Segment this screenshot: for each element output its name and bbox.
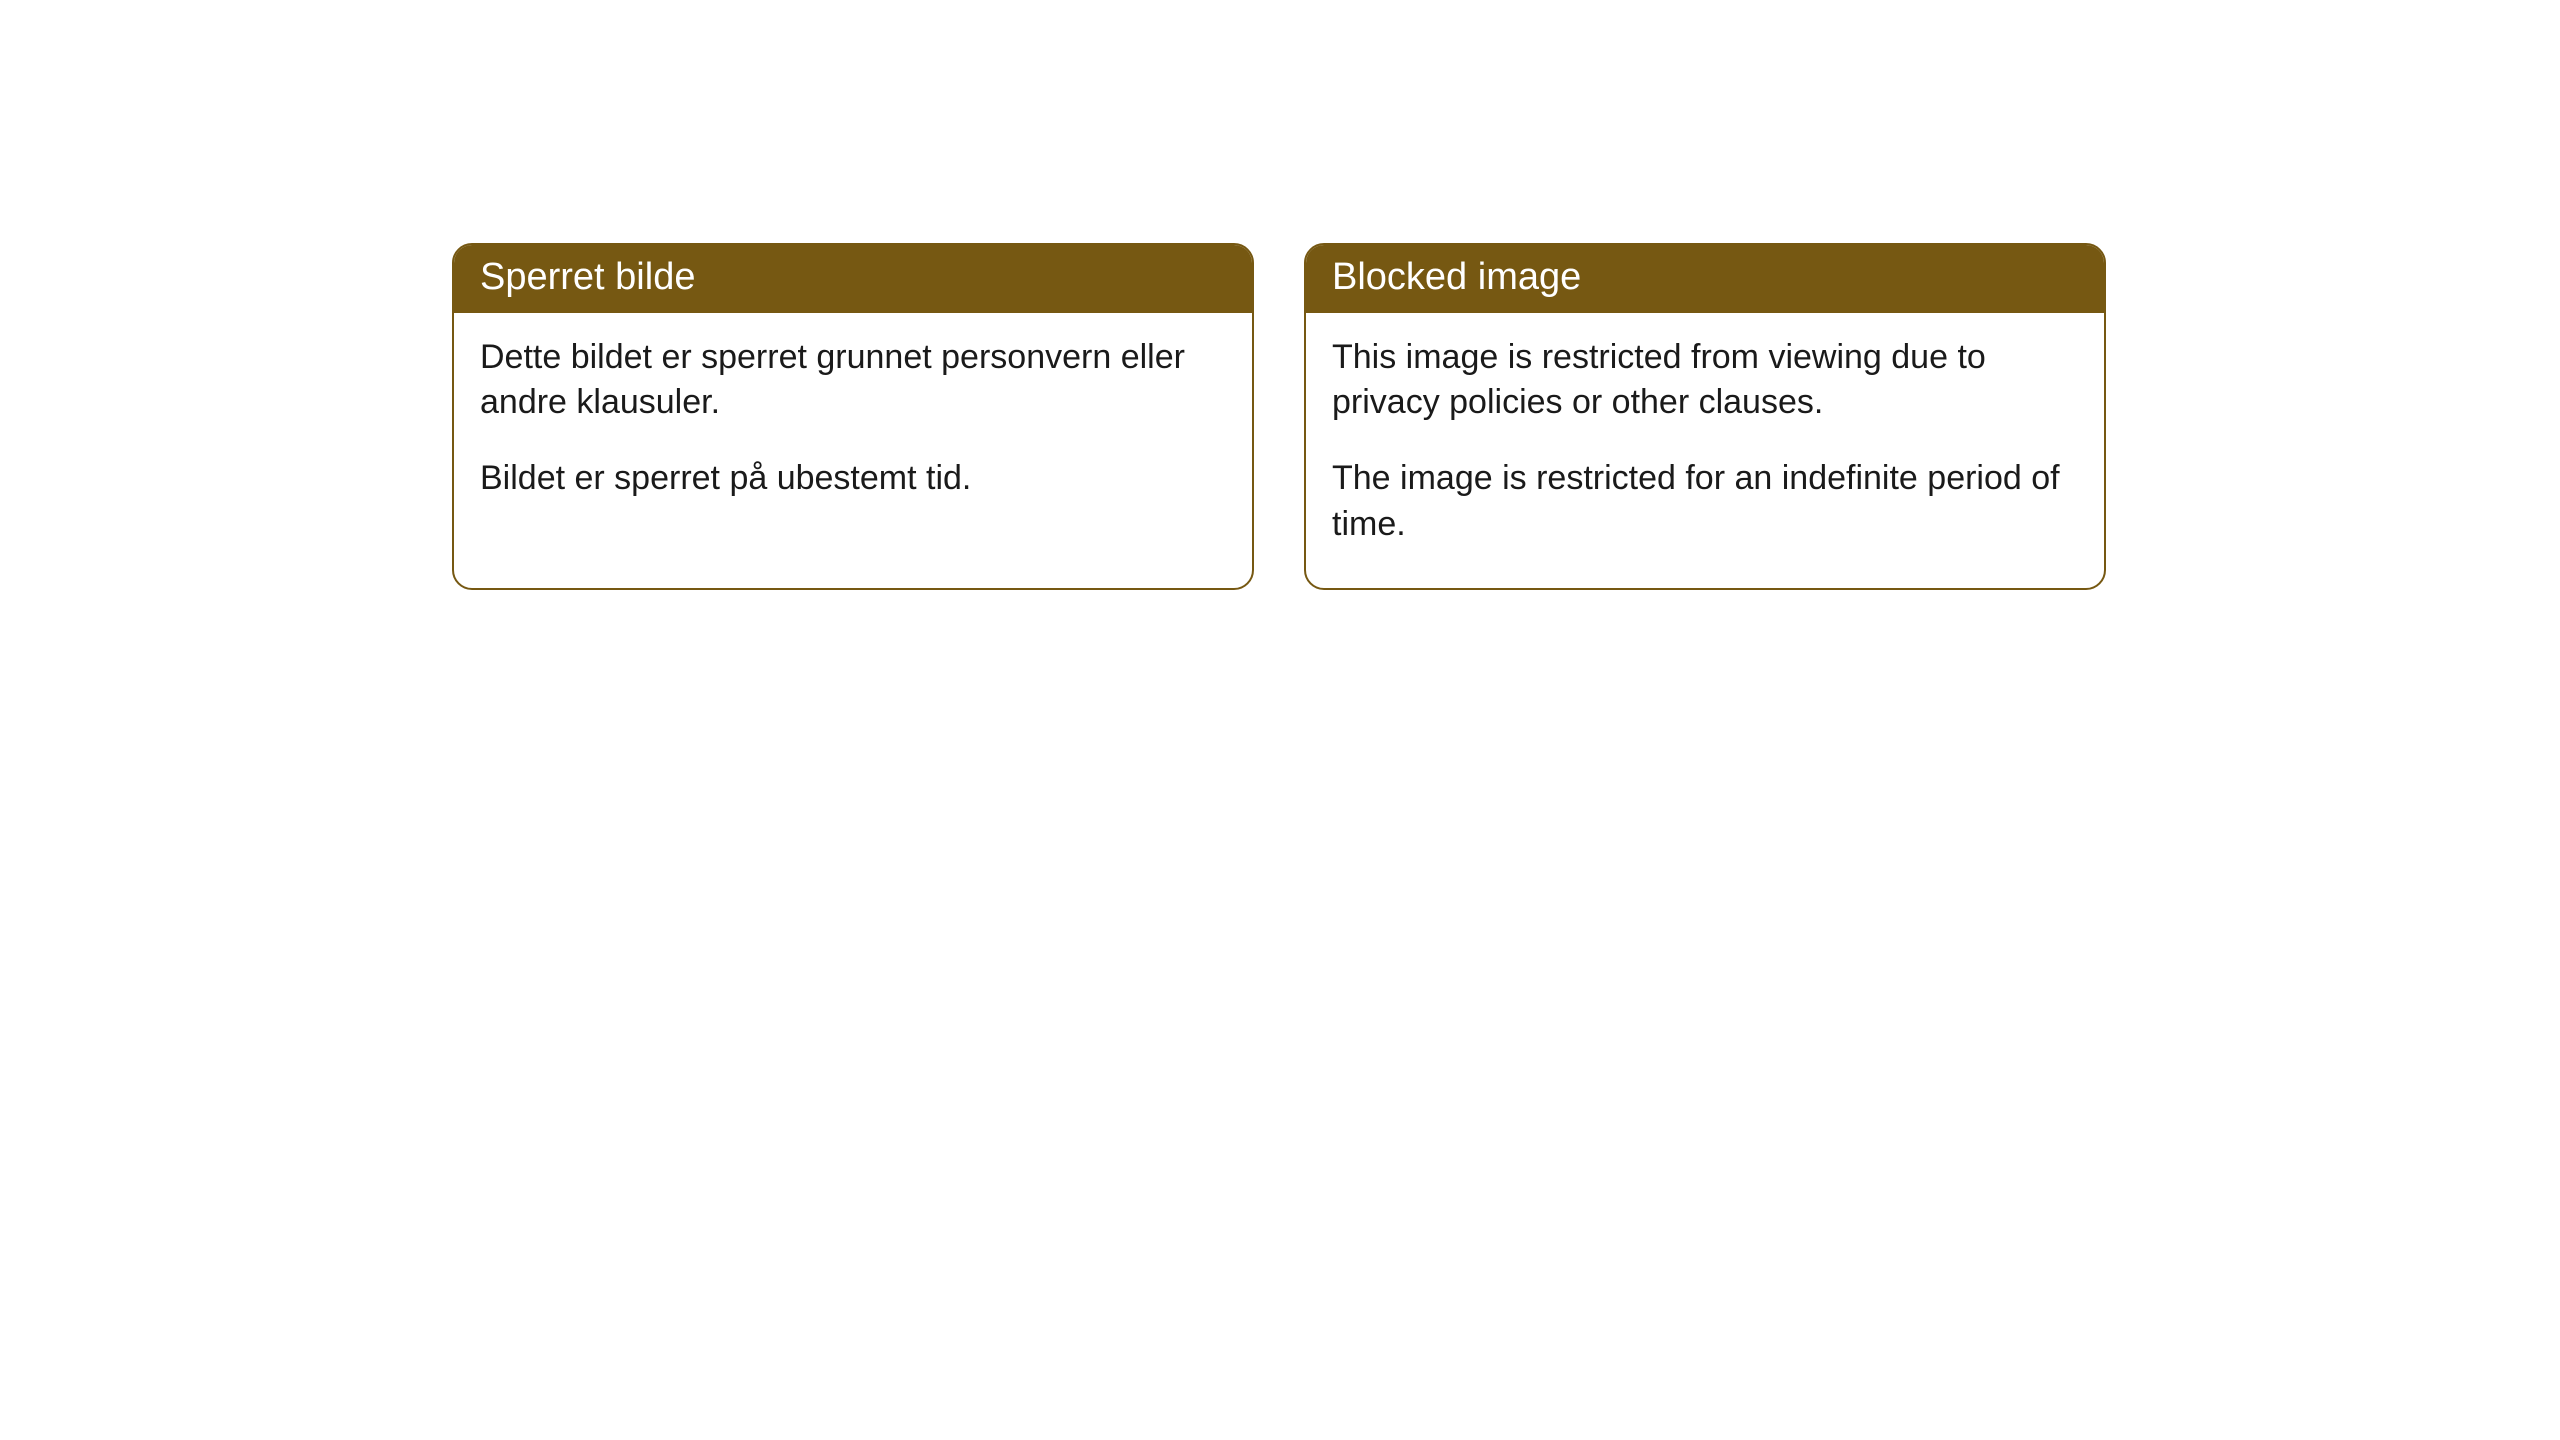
card-paragraph-1-norwegian: Dette bildet er sperret grunnet personve… xyxy=(480,335,1226,427)
card-title-english: Blocked image xyxy=(1332,256,1581,298)
card-header-norwegian: Sperret bilde xyxy=(454,245,1252,313)
card-body-english: This image is restricted from viewing du… xyxy=(1306,313,2104,589)
card-header-english: Blocked image xyxy=(1306,245,2104,313)
card-paragraph-2-english: The image is restricted for an indefinit… xyxy=(1332,456,2078,548)
card-body-norwegian: Dette bildet er sperret grunnet personve… xyxy=(454,313,1252,543)
card-paragraph-1-english: This image is restricted from viewing du… xyxy=(1332,335,2078,427)
blocked-image-card-norwegian: Sperret bilde Dette bildet er sperret gr… xyxy=(452,243,1254,590)
notice-cards-container: Sperret bilde Dette bildet er sperret gr… xyxy=(0,0,2560,590)
blocked-image-card-english: Blocked image This image is restricted f… xyxy=(1304,243,2106,590)
card-paragraph-2-norwegian: Bildet er sperret på ubestemt tid. xyxy=(480,456,1226,502)
card-title-norwegian: Sperret bilde xyxy=(480,256,695,298)
